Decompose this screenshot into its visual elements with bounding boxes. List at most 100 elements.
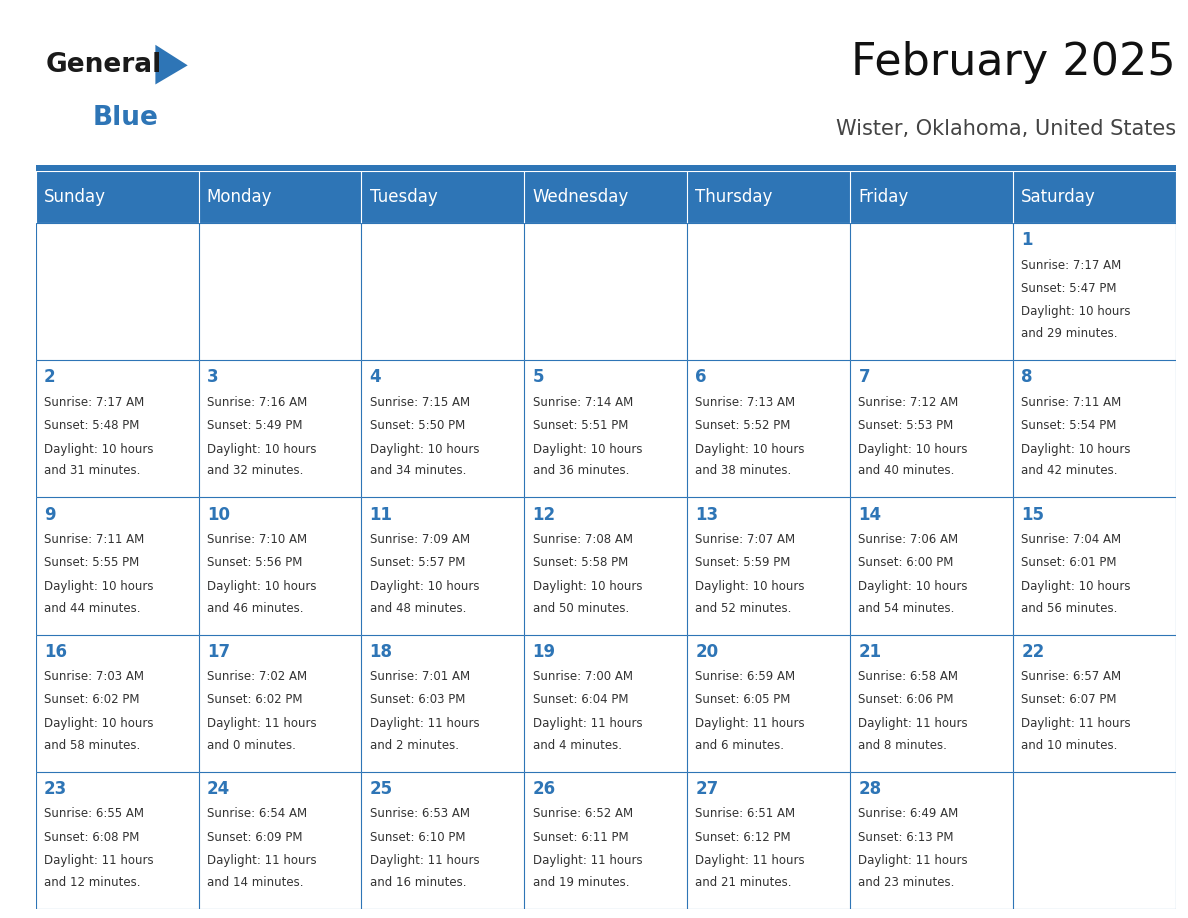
- Text: 1: 1: [1022, 231, 1032, 250]
- Text: and 52 minutes.: and 52 minutes.: [695, 601, 792, 615]
- Text: 5: 5: [532, 368, 544, 386]
- Text: Daylight: 10 hours: Daylight: 10 hours: [532, 442, 642, 455]
- Text: and 10 minutes.: and 10 minutes.: [1022, 739, 1118, 752]
- Text: Daylight: 11 hours: Daylight: 11 hours: [695, 854, 805, 867]
- FancyBboxPatch shape: [36, 223, 198, 360]
- Text: Daylight: 11 hours: Daylight: 11 hours: [369, 717, 479, 730]
- Text: 25: 25: [369, 780, 393, 798]
- Text: and 23 minutes.: and 23 minutes.: [859, 876, 955, 889]
- Text: Saturday: Saturday: [1022, 188, 1097, 206]
- FancyBboxPatch shape: [851, 634, 1013, 772]
- FancyBboxPatch shape: [524, 498, 688, 634]
- FancyBboxPatch shape: [1013, 360, 1176, 498]
- FancyBboxPatch shape: [36, 772, 198, 909]
- Text: and 4 minutes.: and 4 minutes.: [532, 739, 621, 752]
- Text: Sunset: 6:05 PM: Sunset: 6:05 PM: [695, 693, 791, 707]
- Text: Sunrise: 6:49 AM: Sunrise: 6:49 AM: [859, 807, 959, 821]
- Polygon shape: [156, 45, 188, 84]
- Text: and 32 minutes.: and 32 minutes.: [207, 465, 303, 477]
- FancyBboxPatch shape: [1013, 223, 1176, 360]
- Text: and 54 minutes.: and 54 minutes.: [859, 601, 955, 615]
- Text: 27: 27: [695, 780, 719, 798]
- Text: Sunset: 5:57 PM: Sunset: 5:57 PM: [369, 556, 465, 569]
- Text: Daylight: 10 hours: Daylight: 10 hours: [44, 579, 153, 593]
- Text: Sunset: 6:00 PM: Sunset: 6:00 PM: [859, 556, 954, 569]
- Text: and 36 minutes.: and 36 minutes.: [532, 465, 628, 477]
- Text: Daylight: 10 hours: Daylight: 10 hours: [44, 717, 153, 730]
- Text: 10: 10: [207, 506, 229, 523]
- FancyBboxPatch shape: [198, 498, 361, 634]
- Text: Daylight: 11 hours: Daylight: 11 hours: [369, 854, 479, 867]
- Text: Sunrise: 7:17 AM: Sunrise: 7:17 AM: [44, 396, 144, 409]
- Text: and 31 minutes.: and 31 minutes.: [44, 465, 140, 477]
- Text: Monday: Monday: [207, 188, 272, 206]
- Text: 18: 18: [369, 643, 393, 661]
- FancyBboxPatch shape: [1013, 634, 1176, 772]
- Text: Daylight: 10 hours: Daylight: 10 hours: [1022, 442, 1131, 455]
- Text: Sunrise: 7:11 AM: Sunrise: 7:11 AM: [1022, 396, 1121, 409]
- FancyBboxPatch shape: [688, 171, 851, 223]
- Text: Sunrise: 6:58 AM: Sunrise: 6:58 AM: [859, 670, 959, 683]
- Text: Daylight: 11 hours: Daylight: 11 hours: [1022, 717, 1131, 730]
- Text: Sunset: 5:52 PM: Sunset: 5:52 PM: [695, 420, 791, 432]
- Text: Sunset: 5:50 PM: Sunset: 5:50 PM: [369, 420, 465, 432]
- Text: Sunrise: 7:00 AM: Sunrise: 7:00 AM: [532, 670, 632, 683]
- FancyBboxPatch shape: [361, 360, 524, 498]
- FancyBboxPatch shape: [524, 171, 688, 223]
- Text: Sunrise: 6:55 AM: Sunrise: 6:55 AM: [44, 807, 144, 821]
- Text: Sunrise: 7:17 AM: Sunrise: 7:17 AM: [1022, 259, 1121, 272]
- Text: 19: 19: [532, 643, 556, 661]
- Text: Daylight: 11 hours: Daylight: 11 hours: [44, 854, 153, 867]
- Text: Sunrise: 7:06 AM: Sunrise: 7:06 AM: [859, 533, 959, 546]
- Text: and 12 minutes.: and 12 minutes.: [44, 876, 140, 889]
- Text: Wister, Oklahoma, United States: Wister, Oklahoma, United States: [836, 118, 1176, 139]
- Text: 3: 3: [207, 368, 219, 386]
- FancyBboxPatch shape: [361, 171, 524, 223]
- Text: Daylight: 10 hours: Daylight: 10 hours: [44, 442, 153, 455]
- Text: Sunset: 6:01 PM: Sunset: 6:01 PM: [1022, 556, 1117, 569]
- FancyBboxPatch shape: [851, 223, 1013, 360]
- Text: Sunset: 6:11 PM: Sunset: 6:11 PM: [532, 831, 628, 844]
- Text: Sunset: 6:07 PM: Sunset: 6:07 PM: [1022, 693, 1117, 707]
- Text: Sunrise: 7:16 AM: Sunrise: 7:16 AM: [207, 396, 307, 409]
- Text: 17: 17: [207, 643, 229, 661]
- Text: Sunrise: 6:51 AM: Sunrise: 6:51 AM: [695, 807, 796, 821]
- Text: Daylight: 10 hours: Daylight: 10 hours: [1022, 579, 1131, 593]
- Text: Sunset: 5:51 PM: Sunset: 5:51 PM: [532, 420, 628, 432]
- FancyBboxPatch shape: [524, 223, 688, 360]
- Text: Daylight: 10 hours: Daylight: 10 hours: [1022, 306, 1131, 319]
- FancyBboxPatch shape: [198, 634, 361, 772]
- FancyBboxPatch shape: [688, 360, 851, 498]
- Text: Friday: Friday: [859, 188, 909, 206]
- Text: and 38 minutes.: and 38 minutes.: [695, 465, 791, 477]
- Text: Sunset: 6:04 PM: Sunset: 6:04 PM: [532, 693, 628, 707]
- FancyBboxPatch shape: [198, 223, 361, 360]
- Text: 13: 13: [695, 506, 719, 523]
- Text: and 16 minutes.: and 16 minutes.: [369, 876, 466, 889]
- Text: 16: 16: [44, 643, 67, 661]
- FancyBboxPatch shape: [36, 634, 198, 772]
- Text: Sunset: 6:10 PM: Sunset: 6:10 PM: [369, 831, 466, 844]
- Text: and 34 minutes.: and 34 minutes.: [369, 465, 466, 477]
- Text: Sunset: 5:48 PM: Sunset: 5:48 PM: [44, 420, 139, 432]
- FancyBboxPatch shape: [361, 634, 524, 772]
- Text: 12: 12: [532, 506, 556, 523]
- Text: 22: 22: [1022, 643, 1044, 661]
- Text: Blue: Blue: [93, 106, 158, 131]
- Text: Sunset: 5:56 PM: Sunset: 5:56 PM: [207, 556, 302, 569]
- Text: Sunset: 5:59 PM: Sunset: 5:59 PM: [695, 556, 791, 569]
- Text: Sunrise: 6:54 AM: Sunrise: 6:54 AM: [207, 807, 307, 821]
- Text: Daylight: 11 hours: Daylight: 11 hours: [207, 717, 316, 730]
- Text: 28: 28: [859, 780, 881, 798]
- Text: Tuesday: Tuesday: [369, 188, 437, 206]
- Text: Sunrise: 6:52 AM: Sunrise: 6:52 AM: [532, 807, 633, 821]
- Text: Sunset: 6:08 PM: Sunset: 6:08 PM: [44, 831, 139, 844]
- Text: Sunday: Sunday: [44, 188, 106, 206]
- Text: Sunset: 6:12 PM: Sunset: 6:12 PM: [695, 831, 791, 844]
- Text: and 48 minutes.: and 48 minutes.: [369, 601, 466, 615]
- Text: 21: 21: [859, 643, 881, 661]
- Text: Daylight: 10 hours: Daylight: 10 hours: [207, 442, 316, 455]
- Text: Daylight: 11 hours: Daylight: 11 hours: [532, 717, 643, 730]
- Text: and 50 minutes.: and 50 minutes.: [532, 601, 628, 615]
- Text: Sunrise: 6:59 AM: Sunrise: 6:59 AM: [695, 670, 796, 683]
